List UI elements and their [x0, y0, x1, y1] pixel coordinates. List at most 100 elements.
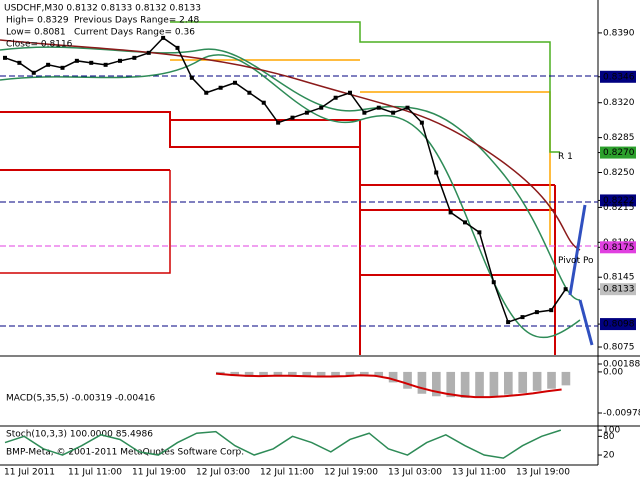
candle [549, 308, 554, 313]
candle [189, 75, 194, 80]
candle [477, 230, 482, 235]
copyright: BMP-Meta, © 2001-2011 MetaQuotes Softwar… [6, 448, 244, 458]
time-label: 12 Jul 11:00 [260, 468, 314, 478]
tick-label: 0.00 [603, 367, 623, 377]
candle [491, 280, 496, 285]
candle [348, 90, 352, 95]
macd-bar [316, 371, 326, 377]
macd-bar [216, 371, 225, 375]
candle [333, 95, 338, 100]
macd-bar [547, 371, 556, 389]
tick-label: 20 [603, 451, 615, 461]
macd-bar [244, 371, 254, 377]
info-line: High= 0.8329 [6, 16, 69, 26]
stoch-label: Stoch(10,3,3) 100.0000 85.4986 [6, 430, 153, 440]
price-box [600, 241, 636, 254]
candle [175, 45, 180, 50]
time-label: 11 Jul 2011 [4, 468, 55, 478]
candle [434, 170, 439, 175]
macd-bar [475, 371, 484, 398]
candle [506, 320, 511, 325]
tick-label: 0.8145 [603, 273, 635, 283]
candle [362, 110, 367, 115]
macd-bar [532, 371, 542, 391]
pivot-levels [0, 21, 560, 355]
tick-label: 0.8390 [603, 28, 635, 38]
macd-bar [489, 371, 499, 397]
macd-bar [288, 371, 297, 376]
candle [520, 315, 525, 320]
candle [376, 105, 381, 110]
time-label: 13 Jul 11:00 [452, 468, 506, 478]
candle [405, 105, 410, 110]
time-label: 13 Jul 03:00 [388, 468, 442, 478]
tick-label: 80 [603, 432, 615, 442]
symbol-line: USDCHF,M30 0.8132 0.8133 0.8132 0.8133 [4, 4, 201, 14]
candle [247, 90, 252, 95]
candle [261, 100, 266, 105]
range-line: Previous Days Range= 2.48 [74, 16, 199, 26]
candle [3, 55, 7, 60]
level-tag: R 1 [558, 152, 573, 162]
macd-bar [417, 371, 427, 394]
price-box [600, 146, 636, 159]
candle [463, 220, 467, 225]
candle [534, 310, 539, 315]
candle [290, 115, 295, 120]
tick-label: -0.00978 [603, 408, 640, 418]
time-label: 12 Jul 19:00 [324, 468, 378, 478]
macd-bar [230, 371, 240, 377]
stoch-line [4, 429, 562, 459]
tick-label: 0.8215 [603, 203, 635, 213]
range-line: Current Days Range= 0.36 [74, 28, 195, 38]
tick-label: 100 [603, 426, 620, 436]
tick-label: 0.8175 [603, 243, 635, 253]
tick-label: 0.8250 [603, 168, 635, 178]
candle [233, 80, 237, 85]
info-line: Low= 0.8081 [6, 28, 66, 38]
macd-bar [432, 371, 441, 397]
time-label: 13 Jul 19:00 [516, 468, 570, 478]
bands [0, 39, 581, 339]
candle [89, 60, 94, 65]
candle [132, 55, 137, 60]
candle [146, 50, 151, 55]
macd-bar [460, 371, 470, 398]
tick-label: 0.8133 [603, 285, 635, 295]
macd-bar [345, 371, 355, 376]
candle [448, 210, 453, 215]
price-box [600, 70, 636, 83]
candle [161, 35, 166, 40]
time-label: 11 Jul 11:00 [68, 468, 122, 478]
macd-bar [360, 371, 369, 375]
level-tag: Pivot Po [558, 256, 594, 266]
macd-bar [446, 371, 456, 398]
candle [46, 62, 51, 67]
macd-bar [302, 371, 312, 377]
candle [118, 58, 122, 63]
macd-bar [331, 371, 340, 377]
macd-bar [504, 371, 513, 395]
candle [60, 65, 65, 70]
horizontal-lines [0, 75, 598, 327]
candle [391, 110, 396, 115]
macd-bar [561, 371, 571, 386]
candle [276, 120, 281, 125]
tick-label: 0.8285 [603, 133, 635, 143]
candle [74, 58, 79, 63]
tick-label: 0.00188 [603, 360, 640, 370]
time-label: 11 Jul 19:00 [132, 468, 186, 478]
close-line [4, 36, 567, 324]
tick-label: 0.8075 [603, 343, 635, 353]
candle [103, 62, 108, 67]
macd-bar [259, 371, 268, 377]
macd-label: MACD(5,35,5) -0.00319 -0.00416 [6, 394, 156, 404]
price-box [600, 318, 636, 331]
candle [17, 60, 22, 65]
macd-bar [403, 371, 412, 389]
candle [563, 287, 568, 292]
tick-label: 0.8098 [603, 320, 635, 330]
macd-bar [374, 371, 384, 377]
